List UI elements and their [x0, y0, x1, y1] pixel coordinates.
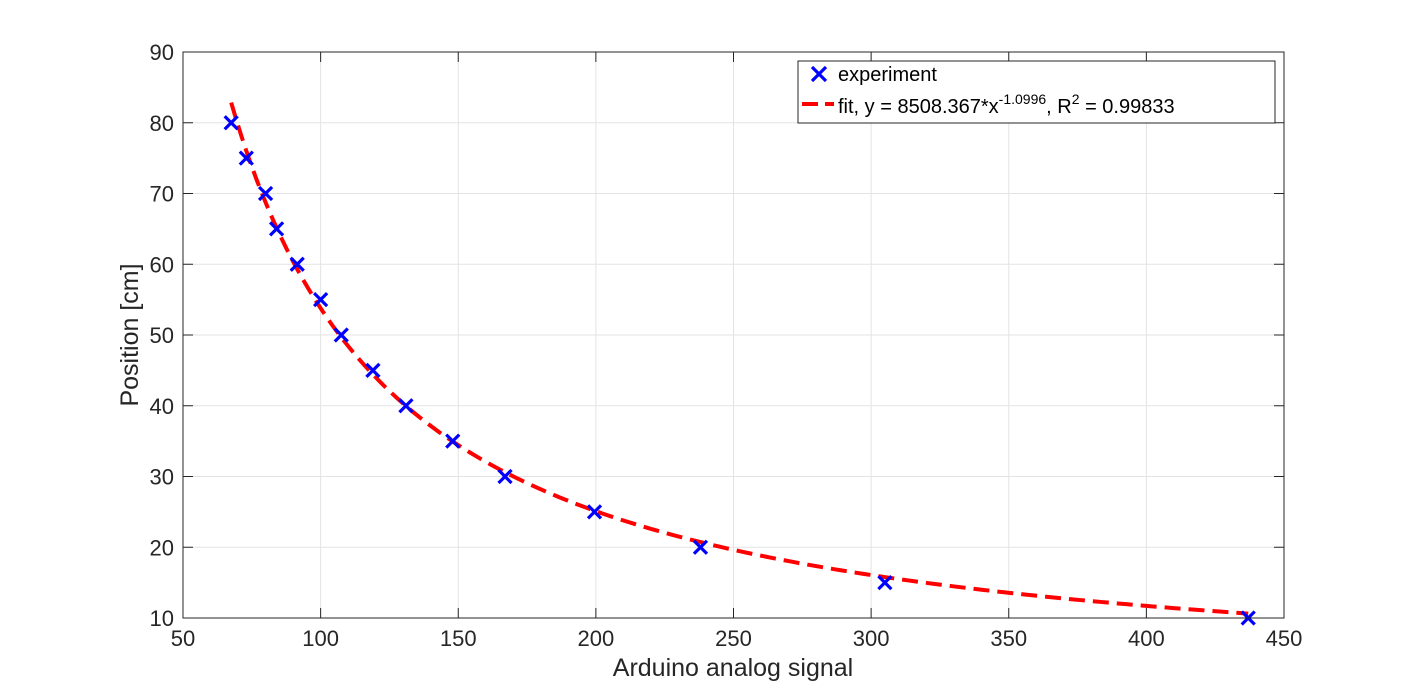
- data-point-stroke: [877, 574, 893, 591]
- data-point-stroke: [257, 185, 274, 202]
- data-point: [223, 115, 239, 131]
- data-point: [398, 398, 414, 414]
- y-tick-label: 80: [150, 111, 174, 136]
- y-tick-label: 30: [150, 465, 174, 490]
- legend: experiment fit, y = 8508.367*x-1.0996, R…: [797, 60, 1276, 124]
- data-point: [497, 468, 513, 485]
- data-point: [238, 150, 254, 166]
- y-axis-label: Position [cm]: [116, 263, 144, 406]
- data-point-stroke: [445, 433, 461, 449]
- data-point: [312, 291, 329, 308]
- data-point: [257, 185, 274, 202]
- y-tick-label: 20: [150, 535, 174, 560]
- data-point: [365, 362, 381, 379]
- data-point: [445, 433, 461, 449]
- y-tick-label: 60: [150, 252, 174, 277]
- axis-ticks: 50 100 150 200 250 300 350 400 450 10 20 30 40 50 60 70…: [150, 40, 1303, 651]
- data-point: [586, 504, 603, 520]
- y-tick-label: 70: [150, 182, 174, 207]
- data-layer: [223, 101, 1256, 626]
- legend-fit-prefix: fit, y = 8508.367*x: [838, 96, 999, 118]
- x-tick-label: 450: [1266, 626, 1303, 651]
- x-tick-label: 150: [440, 626, 477, 651]
- y-tick-label: 90: [150, 40, 174, 65]
- legend-fit-middle: , R: [1046, 96, 1072, 118]
- legend-fit-exponent: -1.0996: [999, 91, 1047, 107]
- y-tick-label: 40: [150, 394, 174, 419]
- legend-marker-experiment: [810, 65, 828, 83]
- x-tick-label: 200: [578, 626, 615, 651]
- legend-fit-suffix: = 0.99833: [1080, 96, 1175, 118]
- data-point: [333, 327, 349, 343]
- data-point-stroke: [497, 468, 513, 485]
- data-point-stroke: [333, 327, 349, 343]
- data-point-stroke: [692, 539, 709, 555]
- data-point: [289, 256, 305, 272]
- data-point-stroke: [312, 291, 329, 308]
- data-point: [692, 539, 709, 555]
- legend-box: [797, 60, 1276, 124]
- x-axis-label: Arduino analog signal: [613, 654, 853, 682]
- data-point-stroke: [398, 398, 414, 414]
- legend-fit-r-exponent: 2: [1072, 91, 1080, 107]
- x-tick-label: 400: [1128, 626, 1165, 651]
- x-tick-label: 350: [990, 626, 1027, 651]
- data-point: [877, 574, 893, 591]
- data-point-stroke: [586, 504, 603, 520]
- data-point-stroke: [268, 221, 285, 237]
- x-tick-label: 300: [853, 626, 890, 651]
- x-tick-label: 250: [715, 626, 752, 651]
- data-point-stroke: [365, 362, 381, 379]
- legend-label-fit: fit, y = 8508.367*x-1.0996, R2 = 0.99833: [838, 91, 1175, 118]
- data-point-stroke: [223, 115, 239, 131]
- legend-label-experiment: experiment: [838, 64, 937, 86]
- y-tick-label: 10: [150, 606, 174, 631]
- data-point-stroke: [238, 150, 254, 166]
- y-tick-label: 50: [150, 323, 174, 348]
- x-tick-label: 100: [302, 626, 339, 651]
- data-point-stroke: [289, 256, 305, 272]
- x-tick-label: 50: [171, 626, 195, 651]
- data-point: [268, 221, 285, 237]
